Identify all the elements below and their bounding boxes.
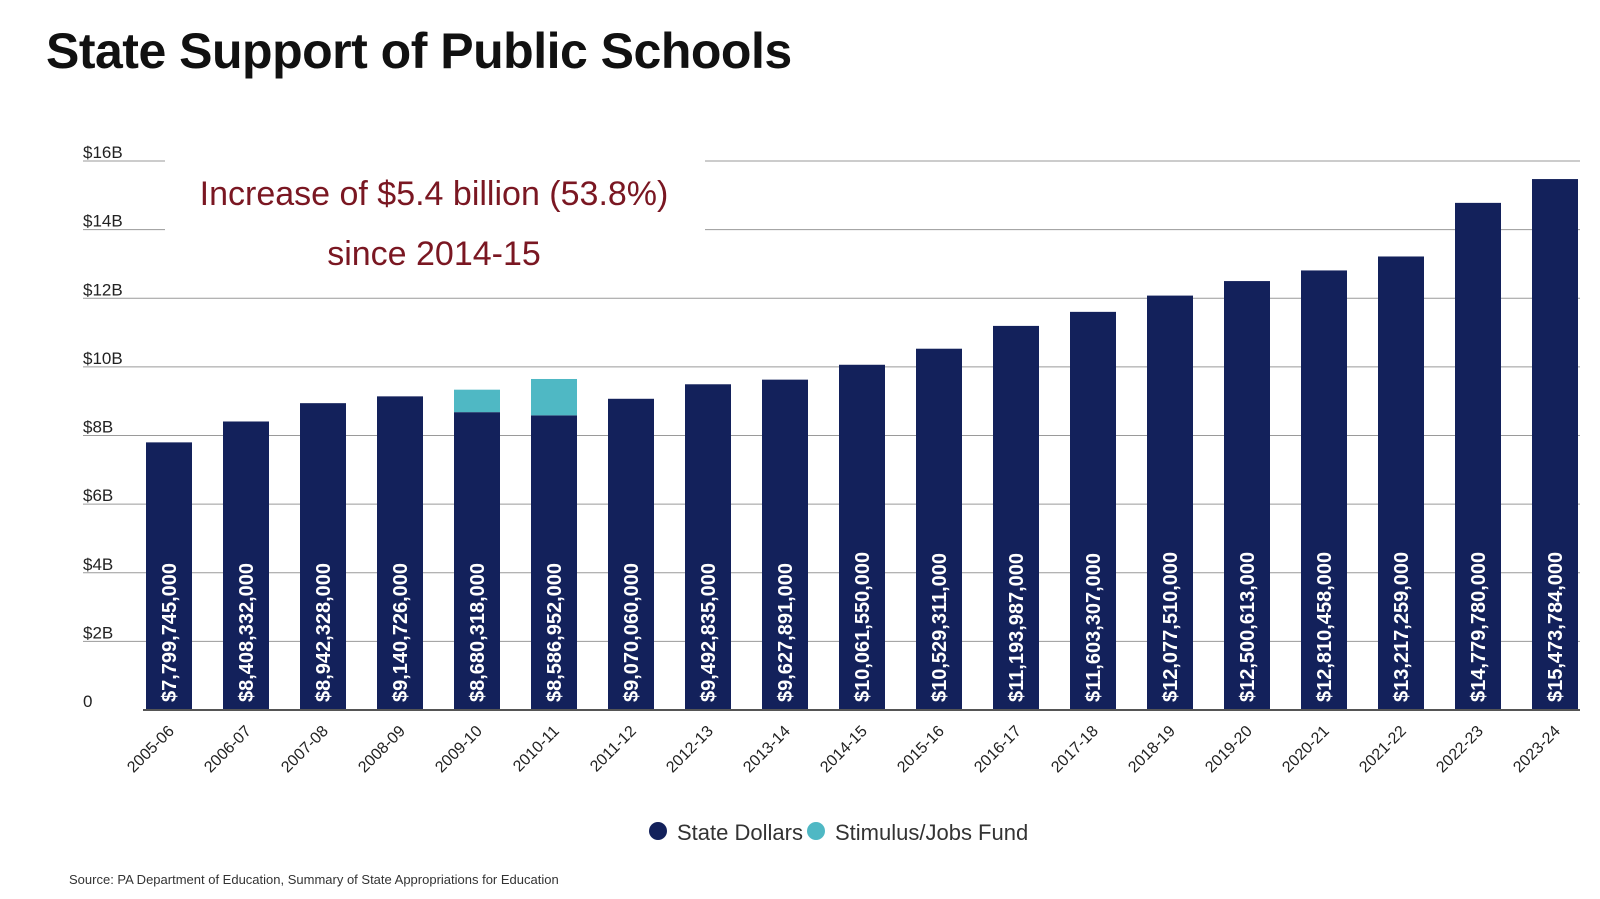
x-tick-label: 2018-19 <box>1125 723 1179 777</box>
bar-value-label: $9,140,726,000 <box>390 563 412 702</box>
y-axis-ticks: 0 $2B $4B $6B $8B $10B $12B $14B $16B <box>83 143 123 711</box>
bar-value-label: $12,500,613,000 <box>1237 552 1259 702</box>
bar-value-label: $11,603,307,000 <box>1083 553 1105 702</box>
bar-state-dollars <box>762 379 808 710</box>
bar-state-dollars <box>1532 179 1578 710</box>
bar-state-dollars <box>1378 256 1424 710</box>
bar-value-label: $8,586,952,000 <box>544 563 566 702</box>
bar-state-dollars <box>223 421 269 710</box>
bar-state-dollars <box>1224 281 1270 710</box>
bar-state-dollars <box>531 415 577 710</box>
chart-title: State Support of Public Schools <box>46 23 792 79</box>
bar-state-dollars <box>685 384 731 710</box>
x-tick-label: 2005-06 <box>124 723 178 777</box>
bar-value-label: $13,217,259,000 <box>1391 552 1413 702</box>
y-tick-label: $6B <box>83 486 113 505</box>
source-note: Source: PA Department of Education, Summ… <box>69 872 559 887</box>
x-tick-label: 2012-13 <box>663 723 717 777</box>
bar-value-label: $11,193,987,000 <box>1006 553 1028 702</box>
bar-stimulus <box>531 378 577 416</box>
bar-stimulus <box>454 389 500 413</box>
y-tick-label: $16B <box>83 143 123 162</box>
x-tick-label: 2017-18 <box>1048 723 1102 777</box>
bar-state-dollars <box>993 325 1039 710</box>
y-tick-label: $14B <box>83 212 123 231</box>
bar-value-label: $10,529,311,000 <box>929 553 951 702</box>
x-tick-label: 2010-11 <box>510 723 563 776</box>
bar-state-dollars <box>1455 202 1501 710</box>
bar-value-label: $8,680,318,000 <box>467 563 489 702</box>
x-tick-label: 2021-22 <box>1356 723 1410 777</box>
bar-state-dollars <box>377 396 423 710</box>
legend-label-state-dollars: State Dollars <box>677 820 803 845</box>
x-tick-label: 2023-24 <box>1510 723 1564 777</box>
x-tick-label: 2022-23 <box>1433 723 1487 777</box>
annotation-line-1: Increase of $5.4 billion (53.8%) <box>200 175 669 213</box>
x-tick-label: 2008-09 <box>355 723 409 777</box>
bar-value-label: $10,061,550,000 <box>852 552 874 702</box>
x-tick-label: 2016-17 <box>971 723 1025 777</box>
bar-state-dollars <box>454 412 500 710</box>
annotation-line-2: since 2014-15 <box>327 235 541 273</box>
legend-swatch-stimulus <box>807 822 825 840</box>
x-axis-ticks: 2005-06 2006-07 2007-08 2008-09 2009-10 2010-… <box>124 723 1564 777</box>
bar-value-label: $15,473,784,000 <box>1545 552 1567 702</box>
bar-state-dollars <box>1070 311 1116 710</box>
bar-state-dollars <box>839 364 885 710</box>
bar-state-dollars <box>608 398 654 710</box>
bar-value-label: $8,408,332,000 <box>236 563 258 702</box>
y-tick-label: $12B <box>83 280 123 299</box>
bar-state-dollars <box>1301 270 1347 710</box>
annotation-backdrop <box>165 140 705 280</box>
x-tick-label: 2007-08 <box>278 723 332 777</box>
bars: $7,799,745,000 $8,408,332,000 $8,942,328,0… <box>146 179 1578 710</box>
y-tick-label: $8B <box>83 418 113 437</box>
bar-value-label: $12,810,458,000 <box>1314 552 1336 702</box>
y-tick-label: $2B <box>83 623 113 642</box>
y-tick-label: $4B <box>83 555 113 574</box>
x-tick-label: 2006-07 <box>201 723 255 777</box>
y-tick-label: $10B <box>83 349 123 368</box>
y-tick-label: 0 <box>83 692 92 711</box>
legend-label-stimulus: Stimulus/Jobs Fund <box>835 820 1028 845</box>
legend-swatch-state-dollars <box>649 822 667 840</box>
x-tick-label: 2014-15 <box>817 723 871 777</box>
x-tick-label: 2013-14 <box>740 723 794 777</box>
bar-value-label: $7,799,745,000 <box>159 563 181 702</box>
bar-value-label: $14,779,780,000 <box>1468 552 1490 702</box>
bar-value-label: $9,627,891,000 <box>775 563 797 702</box>
x-tick-label: 2019-20 <box>1202 723 1256 777</box>
bar-value-label: $9,070,060,000 <box>621 563 643 702</box>
bar-state-dollars <box>300 403 346 710</box>
bar-value-label: $8,942,328,000 <box>313 563 335 702</box>
bar-state-dollars <box>146 442 192 710</box>
x-tick-label: 2009-10 <box>432 723 486 777</box>
legend: State Dollars Stimulus/Jobs Fund <box>649 820 1028 845</box>
x-tick-label: 2011-12 <box>587 723 640 776</box>
bar-state-dollars <box>916 348 962 710</box>
x-tick-label: 2020-21 <box>1279 723 1333 777</box>
bar-value-label: $12,077,510,000 <box>1160 552 1182 702</box>
bar-value-label: $9,492,835,000 <box>698 563 720 702</box>
x-tick-label: 2015-16 <box>894 723 948 777</box>
bar-state-dollars <box>1147 295 1193 710</box>
